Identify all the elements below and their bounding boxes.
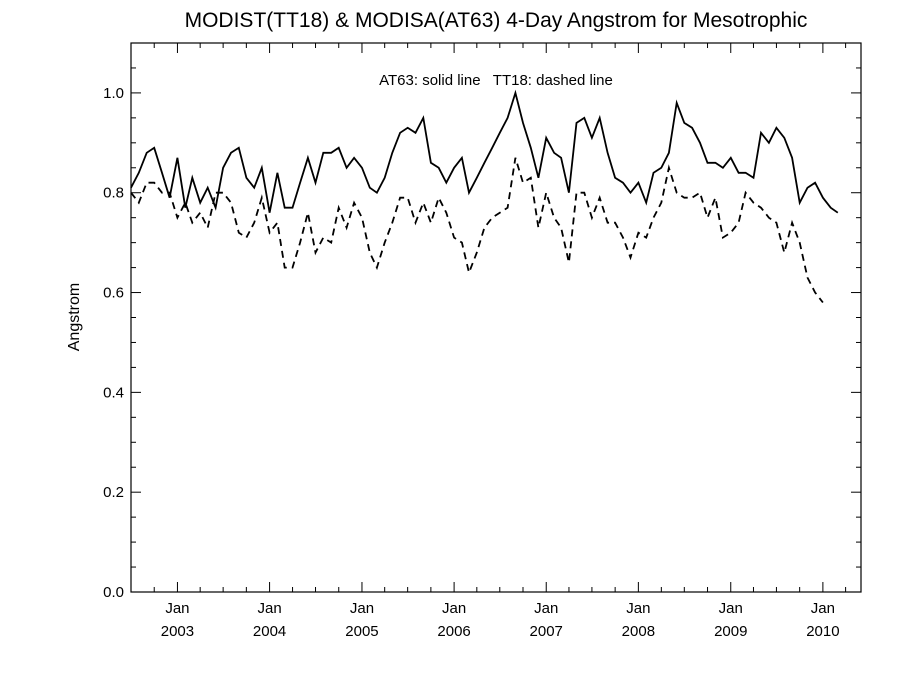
x-tick-month-label: Jan xyxy=(719,600,743,617)
x-tick-month-label: Jan xyxy=(626,600,650,617)
series-line-at63 xyxy=(130,89,839,214)
y-tick-label: 0.0 xyxy=(103,584,124,601)
y-tick-label: 0.4 xyxy=(103,384,124,401)
x-tick-year-label: 2009 xyxy=(714,623,747,640)
x-tick-year-label: 2007 xyxy=(530,623,563,640)
x-tick-month-label: Jan xyxy=(442,600,466,617)
series-line-tt18 xyxy=(130,157,824,304)
x-tick-month-label: Jan xyxy=(811,600,835,617)
axis-ticks: 0.0 0.2 0.4 0.6 0.8 1.0 Jan 2003 Jan 2004 Jan 2005 J… xyxy=(103,43,861,640)
chart-title: MODIST(TT18) & MODISA(AT63) 4-Day Angstr… xyxy=(185,9,808,32)
y-tick-label: 0.2 xyxy=(103,484,124,501)
y-tick-label: 1.0 xyxy=(103,85,124,102)
x-tick-year-label: 2004 xyxy=(253,623,286,640)
y-tick-label: 0.8 xyxy=(103,185,124,202)
line-style-annotation: AT63: solid line TT18: dashed line xyxy=(379,72,613,89)
series-lines xyxy=(130,89,839,304)
x-tick-year-label: 2003 xyxy=(161,623,194,640)
x-tick-year-label: 2010 xyxy=(806,623,839,640)
x-tick-year-label: 2005 xyxy=(345,623,378,640)
plot-frame xyxy=(130,42,862,593)
y-axis-label: Angstrom xyxy=(66,283,83,351)
x-tick-year-label: 2008 xyxy=(622,623,655,640)
x-tick-month-label: Jan xyxy=(350,600,374,617)
x-tick-month-label: Jan xyxy=(257,600,281,617)
x-tick-month-label: Jan xyxy=(534,600,558,617)
y-tick-label: 0.6 xyxy=(103,285,124,302)
x-tick-year-label: 2006 xyxy=(437,623,470,640)
x-tick-month-label: Jan xyxy=(165,600,189,617)
